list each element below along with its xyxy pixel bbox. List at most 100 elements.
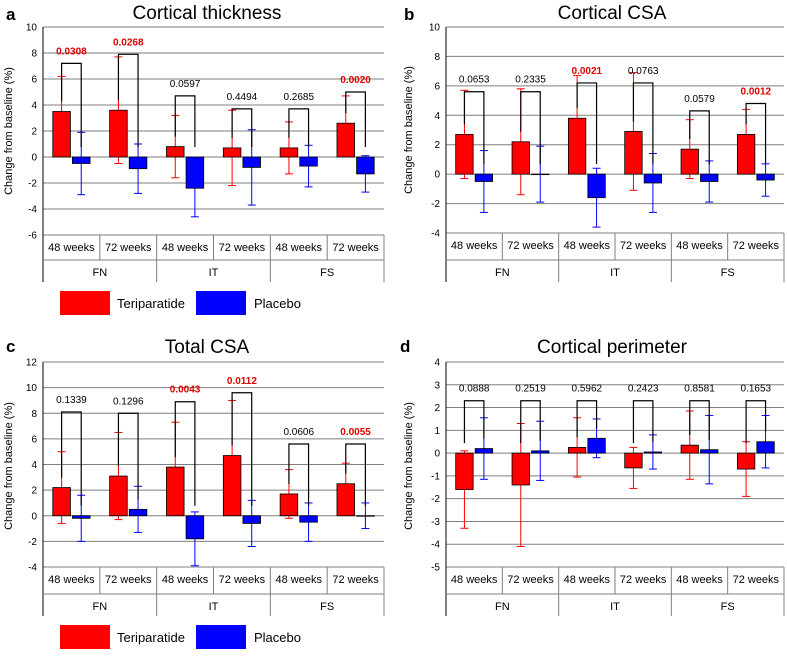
- x-tick-label: 48 weeks: [451, 240, 498, 252]
- y-tick-label: -6: [28, 231, 37, 242]
- bar-teriparatide: [109, 109, 128, 158]
- bar-teriparatide: [52, 487, 71, 517]
- y-tick-label: -2: [28, 179, 37, 190]
- legend-swatch-placebo: [196, 625, 246, 649]
- p-value-label: 0.0606: [283, 427, 314, 438]
- bar-placebo: [72, 156, 91, 164]
- bar-teriparatide: [279, 493, 299, 517]
- bar-placebo: [356, 156, 375, 175]
- significance-bracket: [576, 82, 598, 165]
- group-label: FN: [92, 601, 107, 613]
- significance-bracket: [632, 400, 654, 444]
- p-value-label: 0.2423: [628, 384, 659, 395]
- significance-bracket: [745, 102, 767, 165]
- x-tick-label: 48 weeks: [48, 574, 95, 586]
- y-tick-label: 2: [31, 127, 37, 138]
- y-tick-label: -4: [431, 540, 440, 551]
- significance-bracket: [61, 411, 82, 506]
- y-tick-label: 0: [31, 153, 37, 164]
- bar-teriparatide: [222, 147, 242, 158]
- legend: Teriparatide Placebo: [60, 625, 301, 649]
- x-tick-label: 72 weeks: [219, 574, 266, 586]
- chart-title: Cortical thickness: [133, 3, 282, 24]
- p-value-label: 0.0020: [340, 75, 371, 86]
- significance-bracket: [463, 400, 485, 444]
- group-label: FN: [92, 267, 107, 279]
- y-tick-label: 8: [31, 409, 37, 420]
- significance-bracket: [520, 400, 541, 444]
- y-tick-label: -1: [431, 471, 440, 482]
- y-tick-label: 12: [26, 358, 38, 369]
- group-label: IT: [610, 267, 620, 279]
- x-tick-label: 72 weeks: [507, 240, 554, 252]
- y-tick-label: 4: [31, 460, 37, 471]
- group-label: IT: [610, 601, 620, 613]
- y-axis-label: Change from baseline (%): [403, 402, 415, 530]
- bar-placebo: [72, 515, 91, 519]
- panel-a: a Cortical thickness -6 -4 -2 0 2 4 6 8 10 48 wee…: [3, 3, 385, 282]
- p-value-label: 0.0112: [227, 376, 257, 387]
- p-value-label: 0.0763: [628, 66, 659, 77]
- group-label: FN: [495, 601, 510, 613]
- bar-placebo: [128, 156, 148, 170]
- y-tick-label: -2: [28, 537, 37, 548]
- x-tick-label: 48 weeks: [276, 574, 323, 586]
- legend-label-teriparatide: Teriparatide: [117, 630, 185, 645]
- legend-swatch-teriparatide: [60, 291, 110, 315]
- plot-area: -4 -2 0 2 4 6 8 10 48 weeks 72 weeks 48 weeks 72 we…: [429, 23, 785, 282]
- chart-title: Total CSA: [165, 337, 250, 358]
- bar-teriparatide: [455, 452, 474, 490]
- bar-placebo: [531, 173, 550, 176]
- significance-bracket: [174, 95, 196, 147]
- p-value-label: 0.0012: [741, 87, 772, 98]
- x-tick-label: 72 weeks: [105, 242, 152, 254]
- significance-bracket: [745, 400, 767, 444]
- bar-teriparatide: [680, 444, 699, 454]
- significance-bracket: [689, 400, 710, 440]
- bar-placebo: [356, 515, 375, 517]
- significance-bracket: [576, 400, 598, 438]
- legend: Teriparatide Placebo: [60, 291, 301, 315]
- y-axis-label: Change from baseline (%): [3, 402, 15, 530]
- x-tick-label: 72 weeks: [332, 242, 379, 254]
- y-tick-label: 1: [434, 426, 440, 437]
- y-tick-label: 0: [434, 449, 440, 460]
- bar-teriparatide: [511, 141, 530, 175]
- significance-bracket: [288, 108, 310, 147]
- y-tick-label: 10: [429, 23, 441, 34]
- bar-placebo: [299, 515, 318, 523]
- x-tick-label: 48 weeks: [162, 574, 209, 586]
- p-value-label: 0.8581: [684, 384, 715, 395]
- bar-teriparatide: [567, 117, 587, 175]
- x-tick-label: 72 weeks: [733, 574, 780, 586]
- bar-teriparatide: [736, 134, 756, 175]
- significance-bracket: [288, 443, 310, 506]
- y-tick-label: 4: [434, 111, 440, 122]
- p-value-label: 0.1653: [741, 384, 772, 395]
- chart-title: Cortical perimeter: [537, 337, 688, 358]
- bar-teriparatide: [166, 466, 185, 517]
- x-tick-label: 48 weeks: [676, 574, 723, 586]
- p-value-label: 0.0043: [170, 385, 201, 396]
- significance-bracket: [231, 392, 253, 506]
- group-label: IT: [209, 601, 219, 613]
- y-tick-label: 6: [434, 81, 440, 92]
- bar-placebo: [643, 451, 663, 454]
- legend-label-placebo: Placebo: [254, 296, 301, 311]
- bar-placebo: [587, 173, 606, 199]
- significance-bracket: [61, 62, 82, 147]
- y-tick-label: 10: [26, 383, 38, 394]
- legend-label-placebo: Placebo: [254, 630, 301, 645]
- bar-placebo: [474, 448, 494, 454]
- group-label: FN: [495, 267, 510, 279]
- panel-c: c Total CSA -4 -2 0 2 4 6 8 10 12 48 weeks 72 week…: [3, 337, 385, 616]
- panel-label: d: [400, 337, 410, 356]
- x-tick-label: 72 weeks: [507, 574, 554, 586]
- x-tick-label: 48 weeks: [162, 242, 209, 254]
- y-tick-label: 6: [31, 434, 37, 445]
- p-value-label: 0.1339: [56, 395, 87, 406]
- panel-d: d Cortical perimeter -5 -4 -3 -2 -1 0 1 2 3 4 48 w…: [400, 337, 785, 616]
- p-value-label: 0.0055: [340, 427, 371, 438]
- bar-teriparatide: [279, 147, 299, 158]
- y-tick-label: 2: [434, 140, 440, 151]
